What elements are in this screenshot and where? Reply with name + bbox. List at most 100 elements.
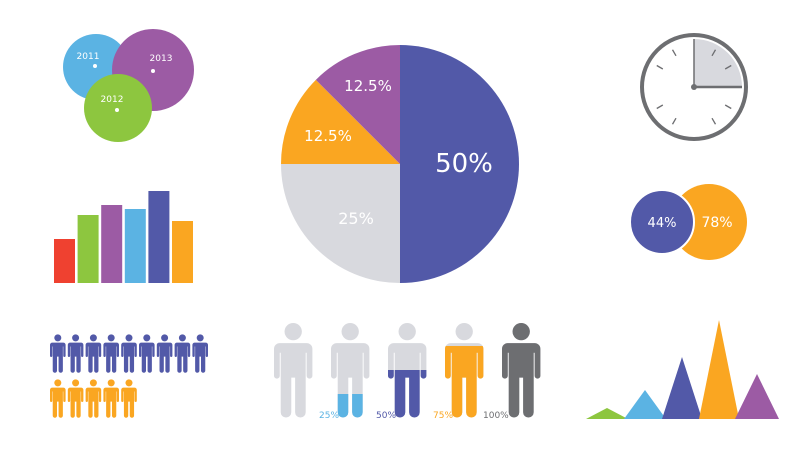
- person-body: [174, 342, 191, 373]
- pie-slice-label: 12.5%: [304, 127, 352, 145]
- year-bubbles: 2011 2013 2012: [63, 29, 194, 142]
- person-body: [67, 342, 84, 373]
- person-body: [103, 342, 119, 373]
- bubble-dot: [151, 69, 155, 73]
- person-head: [54, 334, 62, 342]
- triangle-chart: [586, 320, 779, 419]
- clock-tick: [656, 104, 664, 110]
- venn-label-44: 44%: [648, 216, 677, 231]
- person-figure: [274, 322, 313, 418]
- person-head: [512, 322, 530, 341]
- person-fill: [337, 394, 363, 418]
- person-body: [274, 343, 313, 418]
- bubble-label-2013: 2013: [150, 54, 173, 64]
- pie-slice-label: 12.5%: [344, 77, 392, 95]
- person-head: [125, 379, 133, 387]
- venn-circle-78: [671, 184, 747, 260]
- person-icon: [85, 379, 102, 418]
- person-figure-filled: [445, 346, 484, 418]
- figure-percent-label: 50%: [376, 411, 396, 421]
- person-body: [445, 346, 484, 418]
- triangle-peak: [624, 390, 666, 419]
- clock-tick: [671, 49, 677, 57]
- person-body: [331, 343, 370, 418]
- person-icon: [121, 334, 137, 373]
- person-body: [192, 342, 208, 373]
- person-head: [72, 379, 80, 387]
- person-fill: [388, 370, 427, 418]
- pie-slice: [281, 164, 400, 283]
- pie-slice: [315, 45, 400, 164]
- clock-tick: [671, 117, 677, 125]
- person-head: [107, 379, 115, 387]
- bubble-dot: [115, 108, 119, 112]
- pie-slice: [400, 45, 519, 283]
- person-body: [121, 342, 137, 373]
- person-head: [341, 322, 359, 341]
- person-head: [143, 334, 151, 342]
- person-icon: [50, 379, 66, 418]
- bar: [77, 215, 99, 283]
- person-body: [388, 370, 427, 418]
- bubble-label-2012: 2012: [101, 95, 124, 105]
- bar: [101, 205, 123, 283]
- person-body: [50, 387, 66, 418]
- bubble-dot: [93, 64, 97, 68]
- clock-tick: [724, 104, 732, 110]
- person-icon: [85, 334, 102, 373]
- fill-figures: 25% 50% 75% 100%: [274, 322, 541, 421]
- person-icon: [67, 334, 84, 373]
- person-fill: [502, 322, 541, 418]
- figure-percent-label: 25%: [319, 411, 339, 421]
- person-icon: [139, 334, 155, 373]
- clock-elapsed-sector: [694, 39, 742, 87]
- person-figure-filled: [388, 370, 427, 418]
- venn-circle-44: [629, 189, 695, 255]
- bar-chart: [54, 191, 193, 283]
- bar: [124, 209, 146, 283]
- figure-percent-label: 100%: [483, 411, 509, 421]
- bar: [54, 239, 75, 283]
- person-head: [125, 334, 133, 342]
- person-head: [161, 334, 169, 342]
- person-body: [85, 387, 102, 418]
- pie-slice-label: 50%: [435, 149, 493, 179]
- person-body: [502, 343, 541, 418]
- person-body: [388, 343, 427, 418]
- person-head: [178, 334, 186, 342]
- triangle-peak: [735, 374, 779, 419]
- bubble-2012: [84, 74, 152, 142]
- person-body: [85, 342, 102, 373]
- person-head: [398, 322, 416, 341]
- triangle-peak: [662, 357, 702, 419]
- person-head: [89, 334, 97, 342]
- person-icon: [103, 334, 119, 373]
- clock-tick: [711, 117, 717, 125]
- person-head: [196, 334, 204, 342]
- bubble-label-2011: 2011: [77, 52, 100, 62]
- person-figure-filled: [337, 394, 363, 418]
- clock-tick: [724, 64, 732, 70]
- person-figure-filled: [502, 322, 541, 418]
- person-head: [455, 322, 473, 341]
- person-head: [107, 334, 115, 342]
- person-body: [139, 342, 155, 373]
- person-icon: [50, 334, 66, 373]
- pie-slice: [281, 79, 400, 164]
- bar: [148, 191, 170, 283]
- person-icon: [192, 334, 208, 373]
- person-fill: [445, 346, 484, 418]
- triangle-peak: [699, 320, 739, 419]
- venn-label-78: 78%: [701, 215, 732, 231]
- person-figure: [331, 322, 370, 418]
- clock-tick: [656, 64, 664, 70]
- person-icon: [174, 334, 191, 373]
- bar: [172, 221, 193, 283]
- person-head: [72, 334, 80, 342]
- person-head: [284, 322, 302, 341]
- clock-tick: [711, 49, 717, 57]
- venn-diagram: 44% 78%: [629, 184, 747, 260]
- person-body: [67, 387, 84, 418]
- clock-center: [691, 84, 697, 90]
- person-head: [54, 379, 62, 387]
